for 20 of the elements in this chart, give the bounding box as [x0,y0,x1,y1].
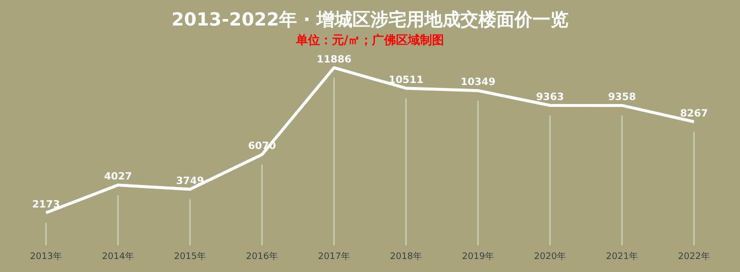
x-tick-label: 2014年 [102,250,134,262]
data-label: 2173 [32,199,60,210]
data-label: 8267 [680,108,708,120]
data-label: 4027 [104,172,132,183]
x-tick-label: 2018年 [390,250,422,262]
x-tick-label: 2019年 [462,250,494,262]
x-tick-label: 2017年 [318,250,350,262]
data-label: 11886 [316,54,352,66]
data-label: 9358 [608,92,636,104]
chart-title: 2013-2022年 · 增城区涉宅用地成交楼面价一览 [171,9,569,30]
x-tick-label: 2021年 [606,250,638,262]
x-tick-label: 2020年 [534,250,566,262]
x-tick-label: 2016年 [246,250,278,262]
data-label: 10511 [388,74,424,86]
data-label: 9363 [536,92,564,103]
x-tick-label: 2022年 [678,250,710,262]
x-tick-label: 2015年 [174,250,206,262]
x-tick-label: 2013年 [30,250,62,262]
chart-subtitle: 单位：元/㎡；广佛区域制图 [294,32,444,47]
data-label: 10349 [460,77,496,88]
